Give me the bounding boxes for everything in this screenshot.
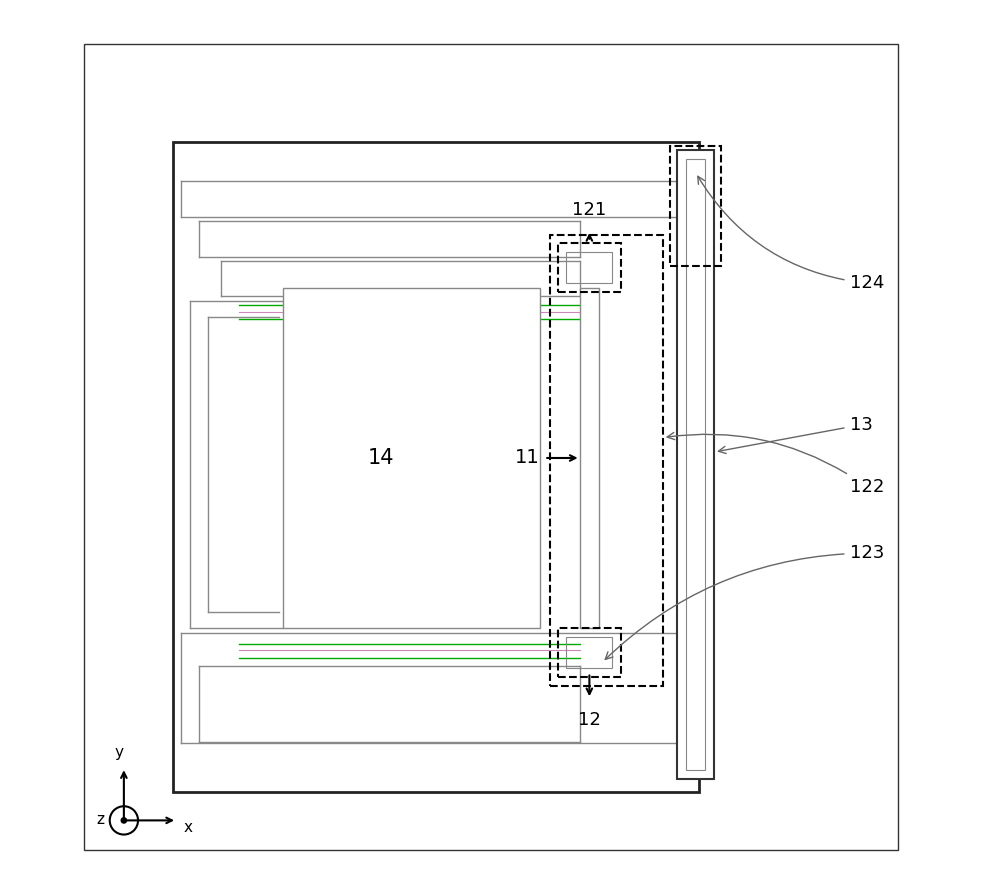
Bar <box>558 243 621 292</box>
Text: 122: 122 <box>667 433 884 496</box>
Text: 13: 13 <box>718 416 872 453</box>
Bar <box>550 235 663 686</box>
Bar <box>173 142 699 792</box>
Text: z: z <box>96 812 104 827</box>
Text: 123: 123 <box>605 544 884 659</box>
Bar <box>283 288 540 628</box>
Text: x: x <box>184 820 193 835</box>
Bar <box>677 150 714 779</box>
Text: y: y <box>115 745 124 760</box>
Text: 121: 121 <box>572 201 607 219</box>
Bar <box>566 252 612 283</box>
Text: 12: 12 <box>578 711 601 728</box>
Text: 124: 124 <box>698 176 884 292</box>
Circle shape <box>121 818 127 823</box>
Bar <box>566 637 612 668</box>
Text: 11: 11 <box>515 449 540 467</box>
Bar <box>686 159 705 770</box>
Bar <box>558 628 621 677</box>
Text: 14: 14 <box>367 448 394 468</box>
Bar <box>580 288 599 628</box>
Bar <box>670 146 721 266</box>
